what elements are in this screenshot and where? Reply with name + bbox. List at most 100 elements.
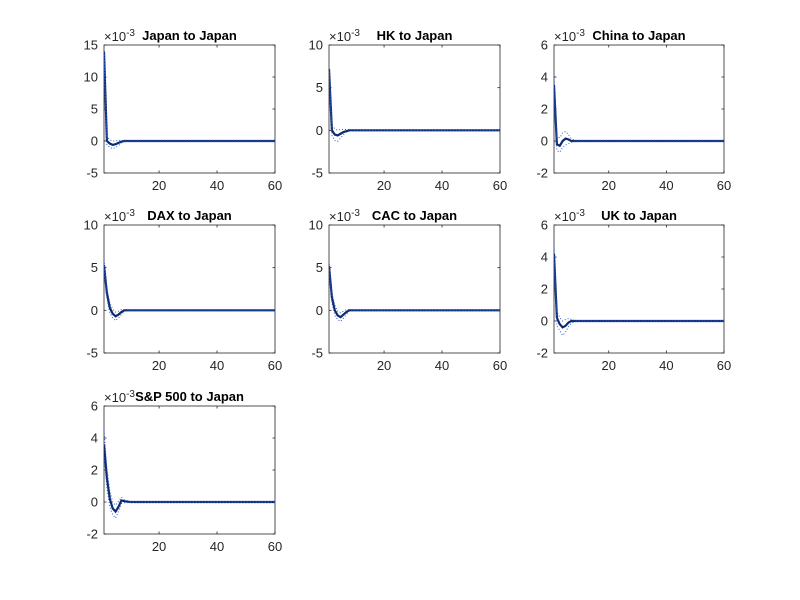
x-tick-label: 60 [268, 178, 282, 193]
series-upper-band [554, 244, 724, 322]
x-tick-label: 40 [659, 178, 673, 193]
x-tick-label: 40 [435, 358, 449, 373]
y-tick-label: 0 [316, 303, 323, 318]
subplot-5: -5 0 5 10 20 40 60 ×10-3 CAC to Japan [309, 208, 508, 373]
series-upper-band [329, 65, 500, 131]
series-group [329, 65, 500, 143]
x-tick-label: 60 [717, 178, 731, 193]
subplot-2: -5 0 5 10 20 40 60 ×10-3 HK to Japan [309, 28, 508, 193]
subplot-6: -2 0 2 4 6 20 40 60 ×10-3 UK to Japan [536, 208, 731, 373]
x-tick-label: 20 [377, 358, 391, 373]
y-tick-label: -2 [536, 166, 548, 181]
series-upper-band [104, 48, 275, 142]
y-tick-label: 5 [91, 102, 98, 117]
exponent-label: ×10-3 [104, 389, 135, 405]
series-lower-band [554, 263, 724, 337]
series-response [104, 51, 275, 146]
exponent-label: ×10-3 [104, 28, 135, 44]
series-upper-band [554, 75, 724, 142]
exponent-label: ×10-3 [104, 208, 135, 224]
y-tick-label: 2 [541, 282, 548, 297]
exponent-label: ×10-3 [329, 208, 360, 224]
series-lower-band [554, 94, 724, 153]
subplot-title: CAC to Japan [372, 208, 457, 223]
series-group [329, 260, 500, 323]
y-tick-label: 0 [541, 134, 548, 149]
y-tick-label: -2 [86, 527, 98, 542]
x-tick-label: 60 [493, 178, 507, 193]
y-tick-label: 2 [541, 102, 548, 117]
series-upper-band [329, 260, 500, 314]
exponent-label: ×10-3 [554, 28, 585, 44]
axes-box [103, 224, 276, 354]
x-tick-label: 60 [268, 358, 282, 373]
x-tick-label: 40 [210, 178, 224, 193]
series-group [104, 48, 275, 150]
series-upper-band [104, 429, 275, 506]
series-lower-band [104, 53, 275, 150]
y-tick-label: 4 [541, 70, 548, 85]
x-tick-label: 40 [659, 358, 673, 373]
x-tick-label: 20 [152, 539, 166, 554]
subplot-title: Japan to Japan [142, 28, 237, 43]
y-tick-label: 5 [316, 80, 323, 95]
axes-box [103, 44, 276, 174]
y-tick-label: 4 [91, 431, 98, 446]
axes-box [553, 224, 725, 354]
subplot-1: -5 0 5 10 15 20 40 60 ×10-3 Japan to Japan [84, 28, 283, 193]
axes-box [103, 405, 276, 535]
y-tick-label: 2 [91, 463, 98, 478]
series-response [104, 264, 275, 318]
x-tick-label: 20 [602, 178, 616, 193]
y-tick-label: 5 [316, 260, 323, 275]
subplot-title: China to Japan [592, 28, 685, 43]
series-lower-band [329, 271, 500, 323]
y-tick-label: 4 [541, 250, 548, 265]
series-upper-band [104, 259, 275, 313]
exponent-label: ×10-3 [554, 208, 585, 224]
y-tick-label: -2 [536, 346, 548, 361]
y-tick-label: 10 [309, 218, 323, 233]
y-tick-label: 6 [91, 399, 98, 414]
series-group [104, 429, 275, 519]
subplot-title: HK to Japan [377, 28, 453, 43]
subplot-title: UK to Japan [601, 208, 677, 223]
y-tick-label: 6 [541, 218, 548, 233]
subplot-title: S&P 500 to Japan [135, 389, 244, 404]
x-tick-label: 20 [602, 358, 616, 373]
x-tick-label: 60 [493, 358, 507, 373]
series-lower-band [104, 270, 275, 322]
y-tick-label: -5 [86, 166, 98, 181]
subplot-3: -2 0 2 4 6 20 40 60 ×10-3 China to Japan [536, 28, 731, 193]
y-tick-label: 0 [91, 495, 98, 510]
y-tick-label: -5 [311, 346, 323, 361]
exponent-label: ×10-3 [329, 28, 360, 44]
x-tick-label: 20 [152, 178, 166, 193]
y-tick-label: -5 [86, 346, 98, 361]
y-tick-label: 0 [91, 134, 98, 149]
y-tick-label: 0 [541, 314, 548, 329]
series-group [554, 244, 724, 337]
series-lower-band [329, 72, 500, 143]
series-group [554, 75, 724, 153]
subplot-title: DAX to Japan [147, 208, 232, 223]
axes-box [328, 224, 501, 354]
series-group [104, 259, 275, 322]
subplot-4: -5 0 5 10 20 40 60 ×10-3 DAX to Japan [84, 208, 283, 373]
x-tick-label: 40 [210, 539, 224, 554]
series-lower-band [104, 457, 275, 519]
y-tick-label: 15 [84, 38, 98, 53]
y-tick-label: -5 [311, 166, 323, 181]
y-tick-label: 0 [316, 123, 323, 138]
y-tick-label: 0 [91, 303, 98, 318]
axes-box [328, 44, 501, 174]
y-tick-label: 10 [309, 38, 323, 53]
axes-box [553, 44, 725, 174]
y-tick-label: 5 [91, 260, 98, 275]
y-tick-label: 6 [541, 38, 548, 53]
y-tick-label: 10 [84, 218, 98, 233]
x-tick-label: 20 [377, 178, 391, 193]
x-tick-label: 60 [268, 539, 282, 554]
